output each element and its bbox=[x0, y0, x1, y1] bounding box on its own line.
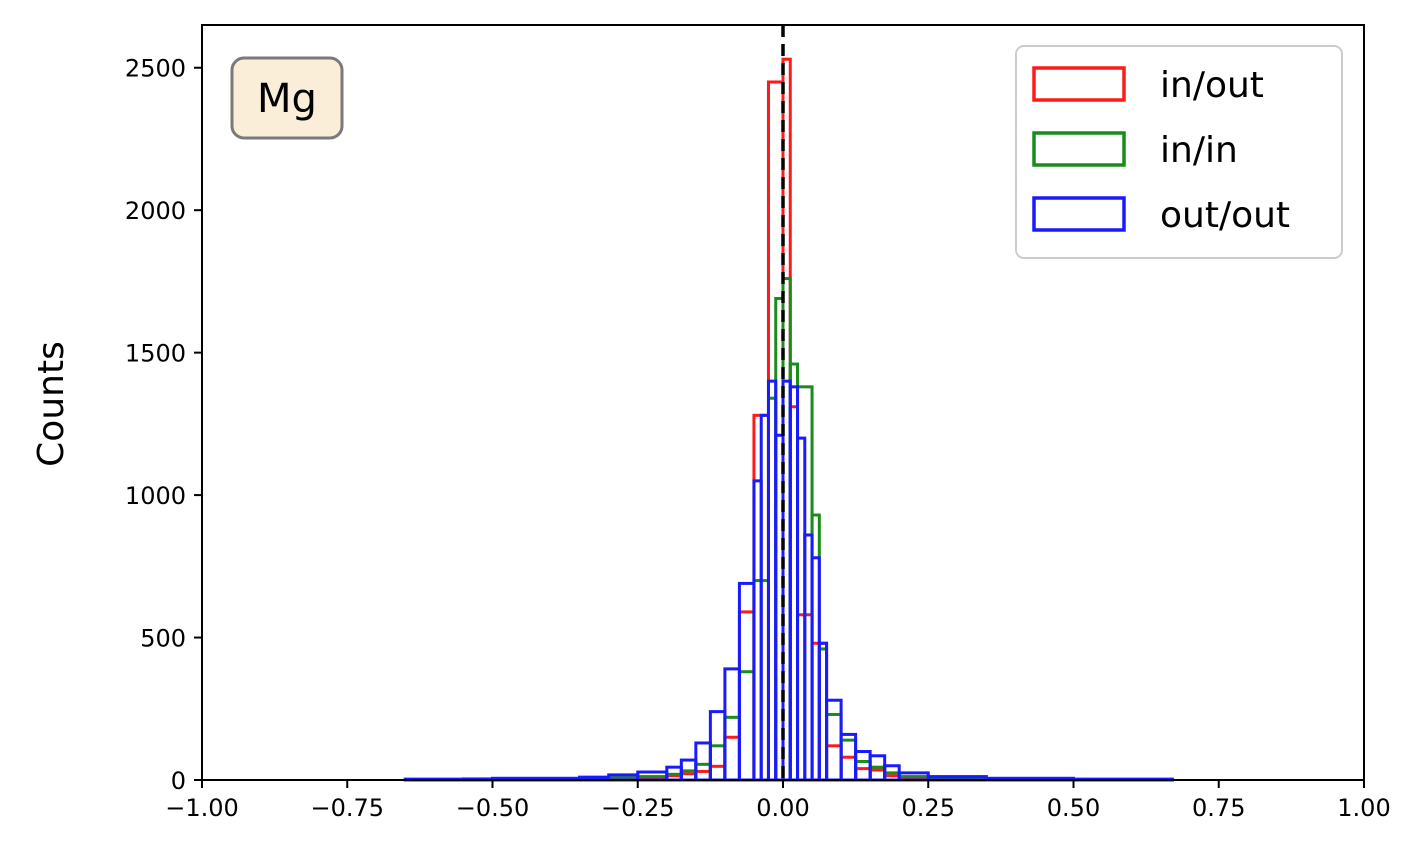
x-tick-label: 1.00 bbox=[1337, 794, 1390, 822]
legend-label: out/out bbox=[1160, 195, 1290, 236]
y-tick-label: 1000 bbox=[125, 482, 186, 510]
x-tick-label: −0.75 bbox=[310, 794, 384, 822]
plot-area bbox=[201, 24, 1365, 782]
x-tick-label: −0.25 bbox=[601, 794, 675, 822]
y-axis-title: Counts bbox=[31, 341, 72, 467]
y-tick-label: 500 bbox=[140, 625, 186, 653]
y-tick-label: 1500 bbox=[125, 340, 186, 368]
legend-label: in/out bbox=[1160, 65, 1264, 106]
x-tick-label: −0.50 bbox=[456, 794, 530, 822]
annotation-box bbox=[230, 56, 344, 140]
y-axis: 0 500 1000 1500 2000 2500 bbox=[125, 55, 202, 795]
legend-swatch bbox=[1032, 196, 1126, 232]
x-tick-label: 0.50 bbox=[1047, 794, 1100, 822]
y-tick-label: 2000 bbox=[125, 197, 186, 225]
y-tick-label: 2500 bbox=[125, 55, 186, 83]
legend-swatch bbox=[1032, 66, 1126, 102]
x-tick-label: −1.00 bbox=[165, 794, 239, 822]
x-tick-label: 0.00 bbox=[756, 794, 809, 822]
x-tick-label: 0.25 bbox=[902, 794, 955, 822]
x-tick-label: 0.75 bbox=[1192, 794, 1245, 822]
element-label: Mg bbox=[257, 76, 317, 122]
x-axis: −1.00 −0.75 −0.50 −0.25 0.00 0.25 0.50 0.75 1.00 bbox=[165, 780, 1391, 822]
legend: in/out in/in out/out bbox=[1015, 45, 1343, 259]
legend-swatch bbox=[1032, 131, 1126, 167]
y-tick-label: 0 bbox=[171, 767, 186, 795]
legend-label: in/in bbox=[1160, 130, 1238, 171]
element-annotation-box: Mg bbox=[230, 56, 344, 140]
